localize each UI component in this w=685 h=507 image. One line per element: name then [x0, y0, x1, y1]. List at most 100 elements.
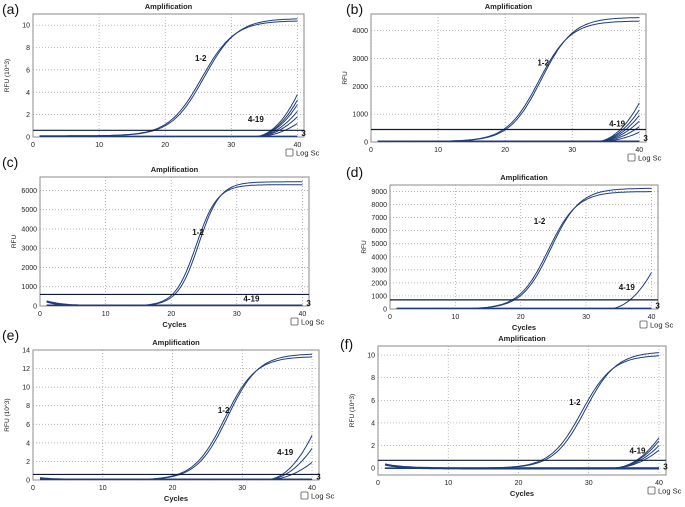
curve-annotation: 4-19 [609, 119, 626, 128]
log-scale-label: Log Sc [638, 154, 662, 163]
x-tick-label: 0 [376, 480, 380, 487]
x-tick-label: 20 [161, 142, 169, 149]
x-tick-label: 20 [515, 480, 523, 487]
x-tick-label: 40 [655, 480, 663, 487]
y-axis-label: RFU [361, 240, 368, 254]
y-tick-label: 3000 [371, 267, 387, 274]
panel-label: (b) [346, 1, 363, 17]
curve-annotation: 4-19 [277, 448, 294, 457]
y-tick-label: 4 [371, 420, 375, 427]
x-tick-label: 10 [99, 485, 107, 492]
y-tick-label: 14 [22, 348, 30, 355]
y-tick-label: 8 [26, 45, 30, 52]
y-tick-label: 2 [26, 112, 30, 119]
sigmoid-curve [40, 353, 312, 480]
panel-label: (a) [2, 1, 19, 17]
y-tick-label: 6000 [371, 228, 387, 235]
plot-area [32, 13, 305, 138]
log-scale-label: Log Sc [311, 492, 335, 501]
curve-annotation: 1-2 [537, 58, 549, 67]
x-tick-label: 0 [31, 485, 35, 492]
y-tick-label: 0 [33, 304, 37, 311]
curve-layer [39, 18, 298, 137]
curve-annotation: 3 [301, 129, 306, 138]
sigmoid-curve [385, 352, 660, 469]
x-tick-label: 20 [169, 485, 177, 492]
x-axis-label: Cycles [510, 489, 534, 498]
x-tick-label: 20 [167, 311, 175, 318]
x-tick-label: 20 [517, 314, 525, 321]
late-amplification-curve [573, 272, 652, 309]
y-tick-label: 0 [26, 478, 30, 485]
x-axis-label: Cycles [164, 494, 188, 503]
plot-area [370, 13, 647, 143]
y-tick-label: 10 [22, 23, 30, 30]
y-tick-label: 1000 [21, 284, 37, 291]
chart-title: Amplification [151, 165, 199, 174]
panel-label: (d) [346, 164, 363, 180]
x-tick-label: 30 [568, 147, 576, 154]
y-tick-label: 8000 [371, 202, 387, 209]
y-tick-label: 0 [371, 466, 375, 473]
panel-c: (c) Amplification 0 10 20 30 40 0 1000 2000 3000 40… [2, 154, 325, 329]
y-axis-label: RFU (10^3) [4, 398, 11, 431]
x-tick-label: 10 [95, 142, 103, 149]
x-axis-label: Cycles [162, 320, 186, 329]
curve-annotation: 3 [316, 473, 321, 482]
panel-label: (e) [2, 327, 19, 343]
panel-a: (a) Amplification 0 10 20 30 40 0 2 4 6 8 10 RFU (10^… [2, 1, 320, 158]
log-scale-checkbox [290, 317, 299, 326]
y-tick-label: 6 [26, 67, 30, 74]
x-tick-label: 0 [38, 311, 42, 318]
y-tick-label: 3000 [352, 56, 368, 63]
sigmoid-curve [46, 184, 303, 306]
curve-annotation: 4-19 [619, 283, 636, 292]
late-amplification-curve [574, 449, 660, 469]
panel-label: (c) [2, 154, 18, 170]
chart-title: Amplification [500, 173, 548, 182]
log-scale-checkbox [285, 148, 294, 157]
curve-layer [377, 17, 640, 142]
chart-title: Amplification [145, 2, 193, 11]
curve-annotation: 1-2 [195, 54, 207, 63]
x-tick-label: 10 [434, 147, 442, 154]
y-tick-label: 12 [22, 366, 30, 373]
late-amplification-curve [558, 131, 640, 142]
y-tick-label: 2000 [21, 265, 37, 272]
curve-annotation: 4-19 [629, 447, 646, 456]
curve-annotation: 4-19 [248, 115, 265, 124]
panel-b: (b) Amplification 0 10 20 30 40 0 1000 2000 3000 40… [342, 1, 662, 163]
panel-e: (e) Amplification 0 10 20 30 40 0 2 4 6 8 10 12 14 RFU … [2, 327, 335, 503]
y-tick-label: 6 [26, 422, 30, 429]
x-axis-label: Cycles [512, 323, 536, 332]
y-tick-label: 7000 [371, 215, 387, 222]
y-tick-label: 3000 [21, 246, 37, 253]
curve-annotation: 1-2 [218, 406, 230, 415]
x-tick-label: 30 [233, 311, 241, 318]
sigmoid-curve [396, 187, 652, 309]
log-scale-label: Log Sc [301, 318, 325, 327]
y-tick-label: 6 [371, 398, 375, 405]
y-tick-label: 4000 [371, 254, 387, 261]
y-tick-label: 1000 [352, 112, 368, 119]
y-tick-label: 0 [26, 135, 30, 142]
y-tick-label: 1000 [371, 293, 387, 300]
chart-title: Amplification [152, 338, 200, 347]
curve-annotation: 1-2 [534, 217, 546, 226]
curve-layer [396, 187, 652, 309]
log-scale-checkbox [647, 486, 656, 495]
log-scale-label: Log Sc [658, 487, 682, 496]
log-scale-checkbox [639, 320, 648, 329]
y-tick-label: 4000 [21, 226, 37, 233]
x-tick-label: 10 [444, 480, 452, 487]
x-tick-label: 40 [635, 147, 643, 154]
y-tick-label: 10 [22, 385, 30, 392]
y-tick-label: 8 [371, 375, 375, 382]
y-tick-label: 2000 [371, 280, 387, 287]
x-tick-label: 10 [102, 311, 110, 318]
x-tick-label: 0 [31, 142, 35, 149]
log-scale-label: Log Sc [296, 149, 320, 158]
log-scale-checkbox [627, 153, 636, 162]
plot-area [32, 349, 320, 481]
